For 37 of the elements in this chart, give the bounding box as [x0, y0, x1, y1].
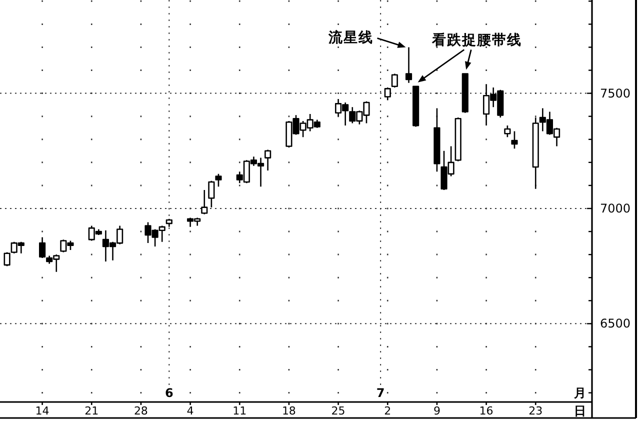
x-axis-title: 日 [574, 404, 586, 418]
x-tick-label: 16 [479, 404, 494, 418]
x2-tick-label: 6 [164, 386, 174, 400]
candlestick [384, 86, 391, 101]
x-tick-label: 2 [384, 404, 392, 418]
candlestick [462, 73, 468, 114]
candlestick [504, 124, 511, 138]
y-tick-label: 6500 [600, 316, 631, 331]
candlestick [412, 86, 420, 128]
x2-tick-label: 7 [376, 386, 385, 400]
x2-axis-title: 月 [573, 386, 586, 400]
x-tick-label: 28 [134, 404, 148, 418]
candlestick [201, 189, 208, 215]
annotation: 看跌捉腰带线 [431, 32, 522, 49]
annotation: 流星线 [327, 29, 374, 46]
x-tick-label: 14 [35, 404, 50, 418]
candlestick [532, 116, 539, 190]
candlestick [166, 218, 172, 228]
candlestick [391, 73, 398, 88]
candlestick [208, 180, 215, 208]
x-tick-label: 4 [186, 404, 194, 418]
candlestick [215, 173, 222, 188]
candlestick [454, 116, 462, 162]
x-tick-label: 25 [331, 404, 346, 418]
candlestick [405, 46, 412, 84]
x-tick-label: 9 [433, 404, 440, 418]
x-tick-label: 18 [282, 404, 296, 418]
candlestick [511, 130, 518, 150]
x-tick-label: 23 [528, 404, 543, 418]
candlestick [38, 236, 46, 259]
x-tick-label: 11 [232, 404, 247, 418]
candlestick [434, 108, 440, 172]
x-tick-label: 21 [84, 404, 99, 418]
candlestick [4, 252, 10, 267]
candlestick [264, 149, 272, 172]
y-tick-label: 7000 [600, 201, 631, 216]
y-tick-label: 7500 [600, 86, 631, 100]
